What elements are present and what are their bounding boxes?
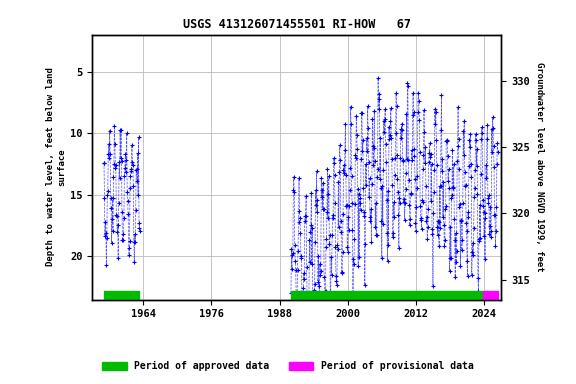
Y-axis label: Groundwater level above NGVD 1929, feet: Groundwater level above NGVD 1929, feet — [535, 62, 544, 272]
Title: USGS 413126071455501 RI-HOW   67: USGS 413126071455501 RI-HOW 67 — [183, 18, 411, 31]
Y-axis label: Depth to water level, feet below land
surface: Depth to water level, feet below land su… — [47, 68, 66, 266]
Legend: Period of approved data, Period of provisional data: Period of approved data, Period of provi… — [98, 358, 478, 375]
